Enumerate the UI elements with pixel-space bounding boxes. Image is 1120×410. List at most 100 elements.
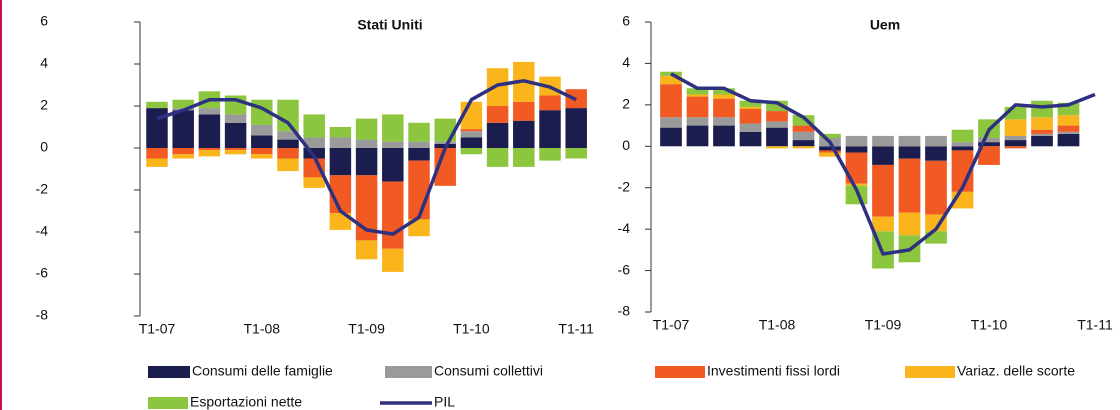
- bar-segment: [739, 123, 762, 132]
- bar-segment: [686, 88, 709, 95]
- bar-segment: [434, 141, 456, 144]
- bar-segment: [251, 124, 273, 136]
- bar-segment: [713, 98, 735, 118]
- legend-label: Consumi collettivi: [434, 363, 543, 379]
- x-tick-label: T1-08: [759, 317, 796, 333]
- legend-swatch: [905, 366, 955, 378]
- bar-segment: [1057, 115, 1080, 126]
- bar-segment: [408, 160, 430, 220]
- bar-segment: [872, 216, 894, 232]
- bar-segment: [486, 148, 509, 167]
- bar-segment: [460, 137, 483, 148]
- bar-segment: [686, 94, 709, 97]
- bar-segment: [766, 127, 788, 147]
- bar-segment: [1004, 140, 1027, 147]
- bar-segment: [792, 115, 815, 126]
- bar-segment: [898, 135, 921, 147]
- bar-segment: [303, 148, 325, 159]
- x-tick-label: T1-10: [971, 317, 1008, 333]
- bar-segment: [539, 148, 561, 161]
- bar-segment: [303, 158, 325, 178]
- bar-segment: [224, 114, 247, 123]
- x-tick-label: T1-08: [244, 321, 281, 337]
- bar-segment: [146, 101, 168, 109]
- bar-segment: [819, 152, 841, 157]
- bar-segment: [460, 131, 483, 138]
- bar-segment: [277, 139, 299, 148]
- y-tick-label: 4: [40, 55, 48, 71]
- line-series: [670, 72, 1096, 256]
- y-tick-label: 2: [622, 96, 630, 112]
- legend-swatch: [385, 366, 432, 378]
- bar-segment: [1031, 100, 1053, 118]
- bar-segment: [277, 148, 299, 159]
- bar-segment: [303, 114, 325, 138]
- bar-segment: [277, 99, 299, 132]
- y-tick-label: 0: [40, 139, 48, 155]
- bar-segment: [198, 108, 221, 115]
- y-tick-label: -2: [618, 178, 631, 194]
- x-tick-label: T1-10: [453, 321, 490, 337]
- bar-segment: [172, 148, 194, 155]
- bar-segment: [872, 135, 894, 147]
- chart-title: Uem: [870, 17, 900, 33]
- y-tick-label: -2: [36, 181, 49, 197]
- x-tick-label: T1-11: [1077, 317, 1113, 333]
- bar-segment: [898, 212, 921, 236]
- bar-segment: [1004, 135, 1027, 141]
- bar-segment: [277, 131, 299, 140]
- bar-segment: [1031, 133, 1053, 136]
- bar-segment: [792, 140, 815, 147]
- bar-segment: [198, 150, 221, 157]
- x-tick-label: T1-09: [348, 321, 385, 337]
- line-series: [156, 79, 577, 236]
- bar-segment: [513, 120, 535, 148]
- bar-segment: [172, 110, 194, 148]
- bar-segment: [513, 148, 535, 167]
- bar-segment: [713, 94, 735, 99]
- bar-segment: [329, 137, 352, 148]
- bar-segment: [766, 111, 788, 122]
- bar-segment: [1031, 129, 1053, 134]
- bar-segment: [660, 117, 682, 128]
- bar-segment: [951, 146, 974, 151]
- bar-segment: [382, 181, 404, 249]
- bar-segment: [845, 135, 868, 147]
- bar-segment: [408, 122, 430, 142]
- x-tick-label: T1-07: [653, 317, 690, 333]
- bar-segment: [565, 108, 587, 148]
- legend-label: Consumi delle famiglie: [192, 363, 333, 379]
- bar-segment: [146, 158, 168, 167]
- bar-segment: [355, 148, 378, 176]
- x-tick-label: T1-11: [558, 321, 594, 337]
- bar-segment: [224, 122, 247, 148]
- bar-segment: [660, 84, 682, 118]
- bar-segment: [739, 109, 762, 124]
- x-tick-label: T1-09: [865, 317, 902, 333]
- bar-segment: [686, 125, 709, 147]
- bar-segment: [486, 68, 509, 106]
- bar-segment: [1031, 135, 1053, 147]
- bar-segment: [951, 150, 974, 192]
- bar-segment: [925, 160, 947, 215]
- bar-segment: [329, 148, 352, 176]
- bar-segment: [251, 135, 273, 148]
- bar-segment: [355, 240, 378, 260]
- bar-segment: [845, 183, 868, 186]
- bar-segment: [408, 148, 430, 161]
- bar-segment: [486, 122, 509, 148]
- legend-label: Esportazioni nette: [190, 394, 302, 410]
- bar-segment: [382, 148, 404, 182]
- bar-segment: [382, 141, 404, 148]
- bar-segment: [713, 117, 735, 126]
- bar-segment: [565, 148, 587, 159]
- bar-segment: [660, 75, 682, 85]
- bar-segment: [1057, 133, 1080, 147]
- bar-segment: [872, 146, 894, 165]
- bar-segment: [146, 148, 168, 159]
- y-tick-label: -4: [36, 223, 49, 239]
- bar-segment: [766, 146, 788, 149]
- bar-segment: [539, 110, 561, 148]
- y-tick-label: -4: [618, 220, 631, 236]
- bar-segment: [146, 108, 168, 148]
